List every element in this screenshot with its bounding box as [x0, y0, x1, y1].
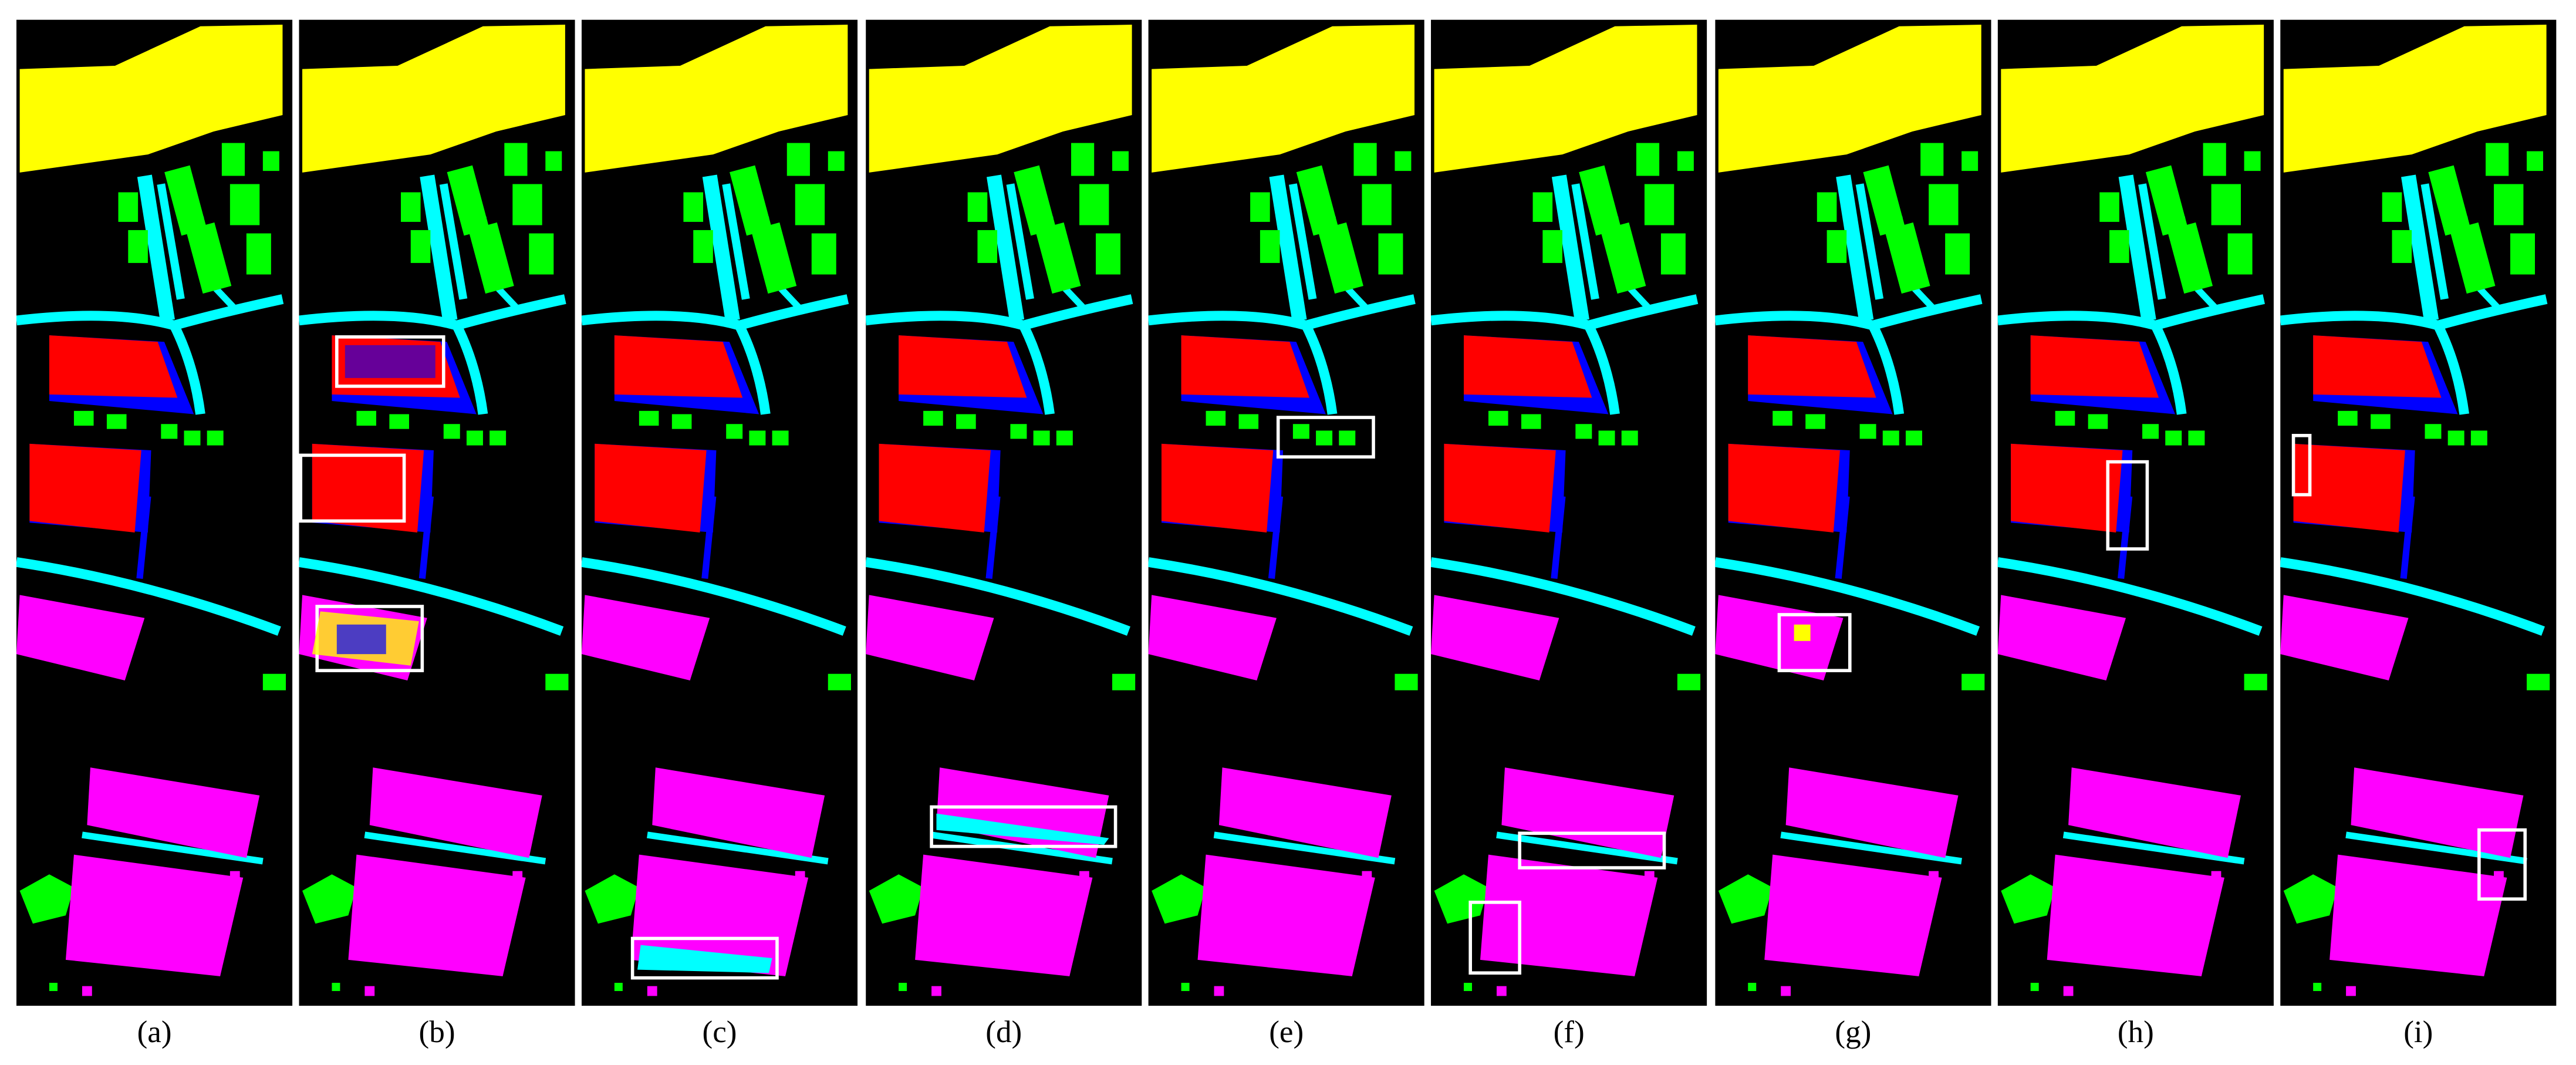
panel-label: (f)	[1554, 1015, 1585, 1049]
highlight-boxes	[299, 335, 2527, 980]
classification-map	[16, 20, 292, 1006]
classification-map	[582, 20, 857, 1006]
panel-label: (h)	[2118, 1015, 2154, 1049]
classification-map	[2280, 20, 2556, 1006]
panel-label: (d)	[985, 1015, 1022, 1049]
panel-label: (b)	[419, 1015, 455, 1049]
classification-map	[299, 20, 575, 1006]
panels: (a) (b) (c) (d) (e) (f) (g) (h) (i)	[16, 20, 2556, 1049]
classification-map	[866, 20, 1142, 1006]
artifacts	[312, 345, 1811, 973]
classification-map	[1715, 20, 1991, 1006]
classification-map	[1998, 20, 2274, 1006]
panel-label: (e)	[1269, 1015, 1304, 1049]
classification-map	[1149, 20, 1424, 1006]
panel-label: (i)	[2403, 1015, 2433, 1049]
panel-label: (a)	[137, 1015, 172, 1049]
panel-label: (g)	[1835, 1015, 1871, 1049]
panel-label: (c)	[703, 1015, 737, 1049]
